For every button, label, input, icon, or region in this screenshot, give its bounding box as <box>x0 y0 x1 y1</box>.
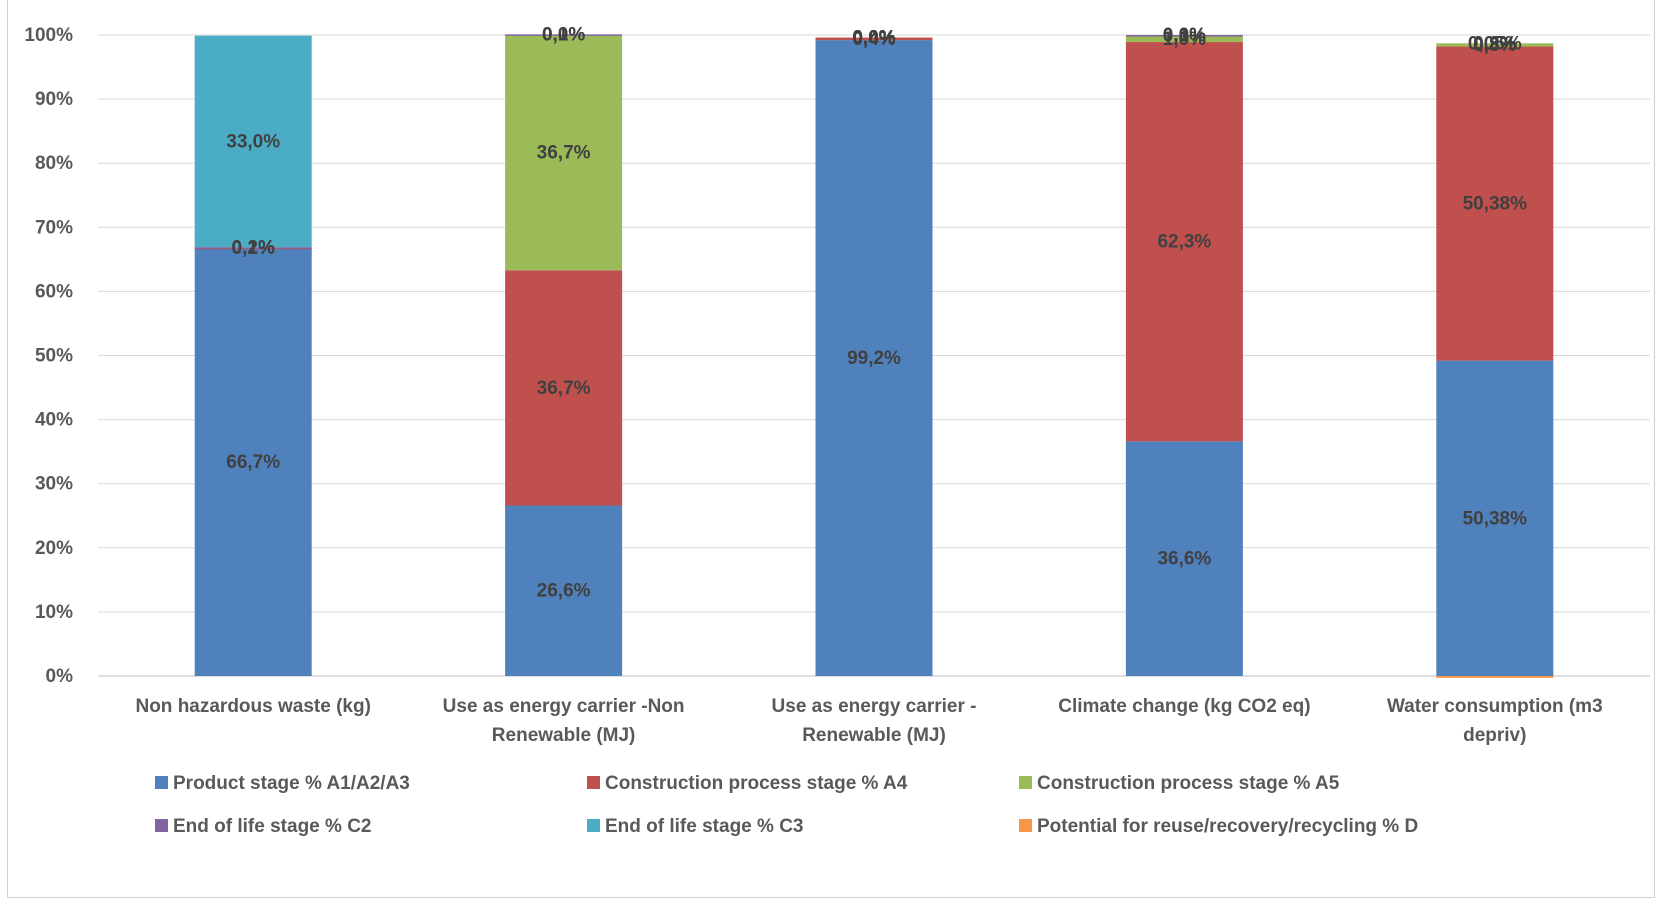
legend-swatch <box>587 819 600 832</box>
data-label: 36,7% <box>537 143 591 164</box>
y-tick-label: 0% <box>46 666 74 687</box>
data-label: 0,2% <box>232 237 275 258</box>
data-label: 0,0% <box>542 24 585 45</box>
bar-segment <box>1125 42 1243 442</box>
x-tick-label: Renewable (MJ) <box>492 725 636 746</box>
bar-segment <box>1436 46 1554 361</box>
data-label: 0,0% <box>1163 25 1206 46</box>
data-label: 36,6% <box>1157 549 1211 570</box>
legend-swatch <box>1019 776 1032 789</box>
bar-segment <box>194 248 312 676</box>
legend-swatch <box>155 819 168 832</box>
y-tick-label: 30% <box>35 474 73 495</box>
legend-swatch <box>1019 819 1032 832</box>
bar-segment <box>505 270 623 506</box>
y-axis: 0% 10% 20% 30% 40% 50% 60% 70% 80% 90% 100% <box>24 25 73 687</box>
data-label: 0,1% <box>542 25 585 46</box>
data-label: 50,38% <box>1463 508 1528 529</box>
legend: Product stage % A1/A2/A3 Construction pro… <box>155 773 1418 837</box>
x-tick-label: Renewable (MJ) <box>802 725 946 746</box>
x-tick-label: Use as energy carrier - <box>772 696 977 717</box>
bar-segment <box>194 247 312 249</box>
y-tick-label: 100% <box>24 25 73 46</box>
y-tick-label: 60% <box>35 281 73 302</box>
bar-segment <box>1436 360 1554 676</box>
data-label: 99,2% <box>847 348 901 369</box>
x-tick-label: Water consumption (m3 <box>1387 696 1603 717</box>
data-label: 0,0% <box>852 28 895 49</box>
bar-segment <box>194 35 312 248</box>
legend-swatch <box>587 776 600 789</box>
data-label: 0,4% <box>852 29 895 50</box>
x-tick-label: Non hazardous waste (kg) <box>135 696 370 717</box>
data-label: 33,0% <box>226 131 280 152</box>
data-label: 0,05% <box>1468 33 1522 54</box>
bar-segment <box>815 40 933 677</box>
bar-segment <box>1125 441 1243 676</box>
data-label: 66,7% <box>226 452 280 473</box>
data-label: 0,1% <box>1163 25 1206 46</box>
data-label: 0,0% <box>852 28 895 49</box>
x-tick-label: Climate change (kg CO2 eq) <box>1058 696 1310 717</box>
data-label: 0,0% <box>852 28 895 49</box>
bar-segment <box>1436 676 1554 678</box>
x-tick-label: Use as energy carrier -Non <box>443 696 685 717</box>
bar-segment <box>505 505 623 676</box>
data-label: 0,1% <box>232 238 275 259</box>
data-label: 0,8% <box>1473 35 1516 56</box>
bar-segment <box>1436 43 1554 47</box>
data-label: 50,38% <box>1463 194 1528 215</box>
legend-label: End of life stage % C2 <box>173 816 371 837</box>
bar-segment <box>505 35 623 271</box>
legend-label: Construction process stage % A4 <box>605 773 908 794</box>
x-tick-label: depriv) <box>1463 725 1526 746</box>
legend-label: End of life stage % C3 <box>605 816 803 837</box>
data-label: 0,3% <box>1473 33 1516 54</box>
bar-segment <box>505 34 623 36</box>
legend-label: Construction process stage % A5 <box>1037 773 1340 794</box>
data-label: 62,3% <box>1157 232 1211 253</box>
y-tick-label: 90% <box>35 89 73 110</box>
legend-label: Potential for reuse/recovery/recycling %… <box>1037 816 1418 837</box>
y-tick-label: 70% <box>35 217 73 238</box>
chart-frame <box>7 0 1655 898</box>
data-label: 26,6% <box>537 581 591 602</box>
bars: 66,7%0,1%0,2%33,0%26,6%36,7%36,7%0,1%0,0… <box>194 24 1554 678</box>
y-tick-label: 80% <box>35 153 73 174</box>
bar-segment <box>1125 35 1243 37</box>
data-label: 1,0% <box>1163 29 1206 50</box>
y-tick-label: 10% <box>35 602 73 623</box>
y-tick-label: 50% <box>35 346 73 367</box>
x-axis: Non hazardous waste (kg) Use as energy ca… <box>135 696 1602 746</box>
data-label: 36,7% <box>537 378 591 399</box>
y-tick-label: 40% <box>35 410 73 431</box>
legend-swatch <box>155 776 168 789</box>
legend-label: Product stage % A1/A2/A3 <box>173 773 410 794</box>
bar-segment <box>815 37 933 41</box>
bar-segment <box>1125 35 1243 43</box>
y-tick-label: 20% <box>35 538 73 559</box>
